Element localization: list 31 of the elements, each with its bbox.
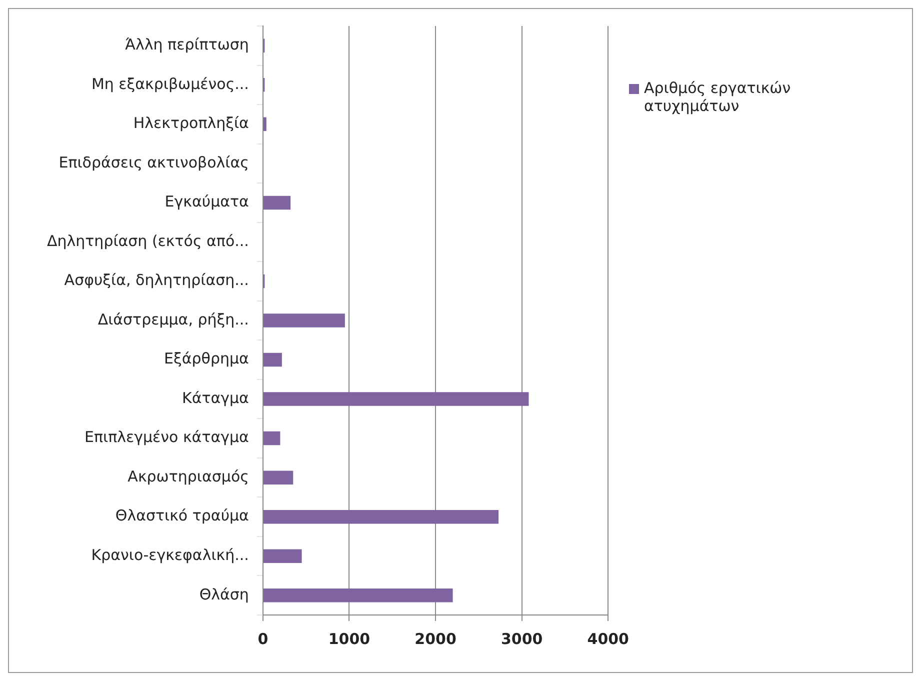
- bar: [263, 431, 280, 446]
- bar: [263, 196, 291, 210]
- y-tick-label: Κάταγμα: [182, 388, 250, 407]
- y-tick-label: Άλλη περίπτωση: [125, 36, 249, 54]
- y-tick-label: Εξάρθρημα: [164, 350, 250, 368]
- y-tick-label: Θλαστικό τραύμα: [115, 506, 250, 525]
- bar: [263, 352, 282, 367]
- bar: [263, 588, 453, 602]
- bar: [263, 549, 302, 563]
- y-tick-label: Θλάση: [199, 585, 249, 604]
- x-tick-label: 0: [258, 630, 268, 648]
- y-tick-label: Επιδράσεις ακτινοβολίας: [58, 153, 249, 172]
- x-tick-label: 1000: [328, 630, 370, 648]
- bar: [263, 470, 294, 484]
- y-tick-label: Κρανιο-εγκεφαλική...: [91, 546, 249, 564]
- x-tick-label: 2000: [414, 630, 456, 648]
- bar: [263, 117, 266, 132]
- bar: [263, 510, 499, 524]
- y-tick-label: Δηλητηρίαση (εκτός από...: [47, 232, 249, 250]
- y-tick-label: Μη εξακριβωμένος...: [91, 74, 249, 93]
- y-tick-label: Διάστρεμμα, ρήξη...: [98, 310, 249, 328]
- y-tick-label: Ασφυξία, δηλητηρίαση...: [64, 271, 249, 290]
- y-tick-label: Επιπλεγμένο κάταγμα: [84, 428, 250, 446]
- y-tick-label: Ακρωτηριασμός: [128, 467, 249, 486]
- bar: [263, 392, 529, 406]
- y-tick-label: Ηλεκτροπληξία: [133, 114, 250, 132]
- x-tick-label: 3000: [500, 630, 543, 648]
- x-tick-label: 4000: [587, 630, 629, 648]
- y-tick-label: Εγκαύματα: [164, 192, 250, 211]
- bar: [263, 314, 345, 328]
- legend-label: Αριθμός εργατικών ατυχημάτων: [644, 79, 792, 115]
